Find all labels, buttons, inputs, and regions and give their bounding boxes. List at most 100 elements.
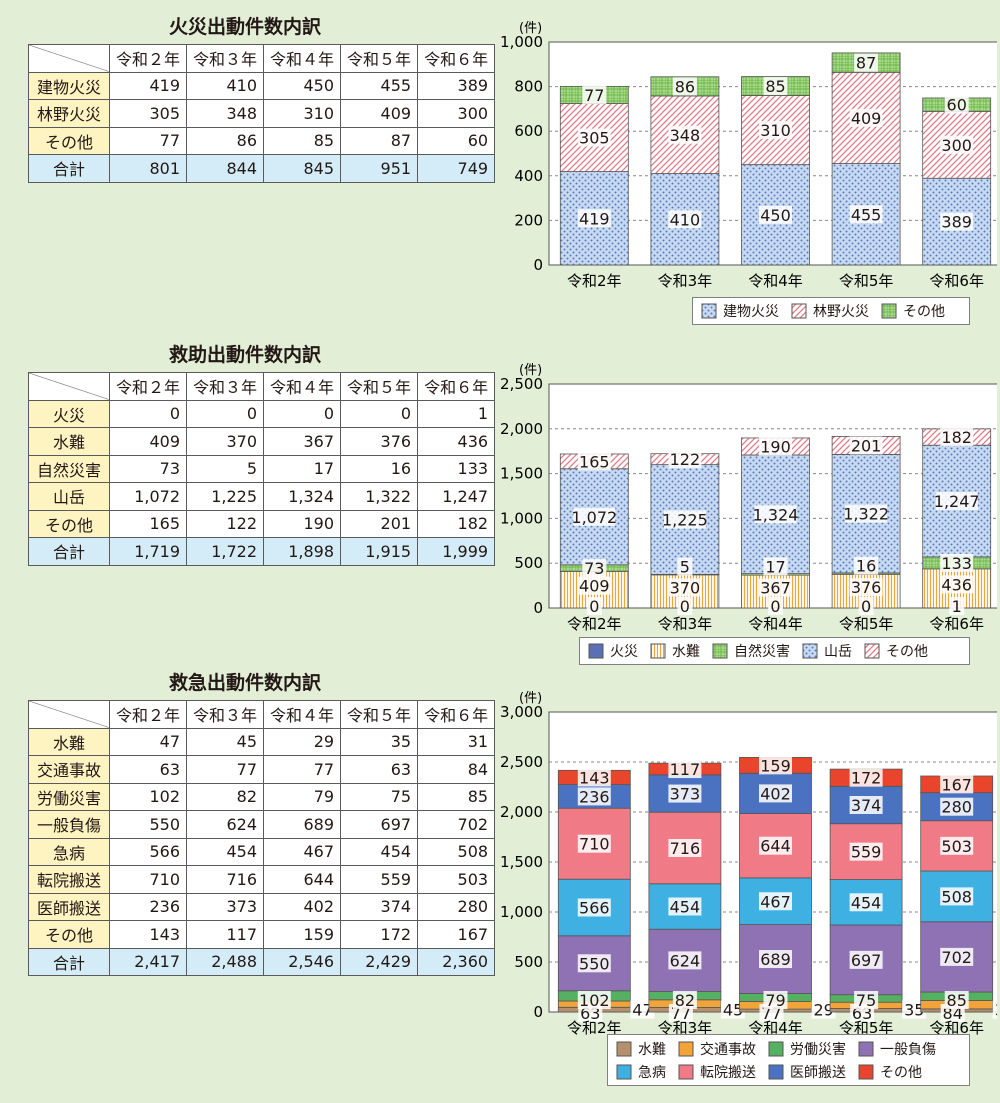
data-label: 710: [579, 835, 610, 854]
data-label-bg: [759, 756, 792, 775]
value-cell: 75: [340, 782, 419, 811]
total-row: 合計 801 844 845 951 749: [28, 154, 496, 183]
data-label: 455: [851, 205, 882, 224]
x-tick-label: 令和3年: [658, 272, 713, 290]
data-label-bg: [940, 212, 974, 231]
value-cell: 201: [340, 509, 419, 538]
data-label-bg: [940, 575, 974, 594]
table-row: その他 165 122 190 201 182: [28, 509, 496, 538]
y-tick-label: 2,000: [500, 803, 543, 821]
row-label: 火災: [28, 399, 110, 428]
unit-label: (件): [519, 691, 542, 706]
legend-swatch: [588, 643, 604, 659]
legend-swatch: [791, 303, 807, 319]
value-cell: 165: [108, 509, 188, 538]
data-label-bg: [672, 77, 697, 96]
data-label: 566: [579, 899, 610, 918]
data-label: 85: [947, 991, 967, 1010]
data-label-bg: [763, 557, 788, 576]
data-label: 167: [941, 775, 972, 794]
legend-label: 急病: [638, 1064, 666, 1081]
legend-item: 山岳: [802, 641, 852, 661]
table-row: 水難 409 370 367 376 436: [28, 427, 496, 456]
legend-swatch: [678, 1064, 694, 1079]
value-cell: 85: [417, 782, 496, 811]
data-label: 47: [632, 1001, 652, 1020]
data-label-bg: [759, 578, 792, 597]
row-label: その他: [28, 509, 110, 538]
legend-item: 水難: [650, 641, 700, 661]
data-label-bg: [668, 784, 702, 803]
data-label: 1,072: [571, 508, 617, 527]
corner-cell: [28, 372, 110, 401]
value-cell: 845: [263, 154, 342, 183]
data-label: 87: [856, 54, 876, 73]
value-cell: 2,546: [263, 947, 342, 976]
table-row: 林野火災 305 348 310 409 300: [28, 99, 496, 128]
row-label: 山岳: [28, 482, 110, 511]
row-label: 医師搬送: [28, 892, 110, 921]
year-header: 令和２年: [108, 372, 188, 401]
value-cell: 455: [340, 71, 419, 100]
legend-item: 交通事故: [678, 1039, 756, 1059]
data-label: 702: [941, 948, 972, 967]
data-label-bg: [849, 436, 883, 455]
data-label-bg: [902, 1000, 927, 1019]
legend-label: 林野火災: [813, 304, 869, 320]
data-label: 79: [765, 991, 785, 1010]
y-tick-label: 1,500: [500, 465, 543, 483]
fire-table: 令和２年 令和３年 令和４年 令和５年 令和６年 建物火災 419 410 450 455 389 林…: [28, 44, 496, 183]
value-cell: 1,719: [108, 537, 188, 566]
row-label: 水難: [28, 427, 110, 456]
data-label-bg: [759, 836, 792, 855]
data-label: 367: [760, 579, 791, 598]
value-cell: 77: [263, 755, 342, 784]
y-tick-label: 600: [514, 122, 543, 140]
data-label: 85: [765, 77, 785, 96]
data-label: 236: [579, 787, 610, 806]
data-label-bg: [577, 209, 611, 228]
y-tick-label: 0: [533, 1003, 543, 1021]
value-cell: 63: [108, 755, 188, 784]
data-label: 454: [670, 898, 701, 917]
data-label-bg: [849, 205, 883, 224]
corner-cell: [28, 44, 110, 73]
data-label: 419: [579, 209, 610, 228]
value-cell: 370: [186, 427, 265, 456]
x-tick-label: 令和6年: [929, 615, 984, 633]
data-label: 716: [670, 839, 701, 858]
legend-item: 転院搬送: [678, 1062, 756, 1082]
data-label-bg: [849, 768, 883, 787]
chart-svg: (件) 0 200 400 600 800 1,000 419 305 77 令和2年 410 348 8…: [500, 21, 997, 290]
emergency-chart: (件) 0 500 1,000 1,500 2,000 2,500 3,000 47 63 102 5…: [497, 670, 997, 1090]
value-cell: 844: [186, 154, 265, 183]
data-label-bg: [759, 121, 792, 140]
value-cell: 77: [186, 755, 265, 784]
year-header: 令和５年: [340, 372, 419, 401]
x-tick-label: 令和2年: [567, 615, 622, 633]
data-label: 75: [856, 991, 876, 1010]
legend-item: 自然災害: [712, 641, 790, 661]
data-label: 1,247: [934, 492, 980, 511]
data-label: 165: [579, 452, 610, 471]
value-cell: 402: [263, 892, 342, 921]
data-label: 122: [670, 450, 701, 469]
data-label: 0: [680, 597, 690, 616]
year-header: 令和２年: [108, 44, 188, 73]
year-header: 令和４年: [263, 44, 342, 73]
data-label-bg: [854, 556, 879, 575]
data-label: 508: [941, 887, 972, 906]
y-tick-label: 500: [514, 554, 543, 572]
value-cell: 0: [108, 399, 188, 428]
row-label: 転院搬送: [28, 865, 110, 894]
y-tick-label: 3,000: [500, 703, 543, 721]
data-label: 77: [584, 86, 604, 105]
legend-swatch: [768, 1041, 784, 1056]
x-tick-label: 令和4年: [748, 272, 803, 290]
x-tick-label: 令和3年: [658, 615, 713, 633]
table-row: 急病 566 454 467 454 508: [28, 837, 496, 866]
value-cell: 47: [108, 727, 188, 756]
data-label-bg: [577, 768, 611, 787]
data-label: 159: [760, 756, 791, 775]
row-label: 合計: [28, 154, 110, 183]
